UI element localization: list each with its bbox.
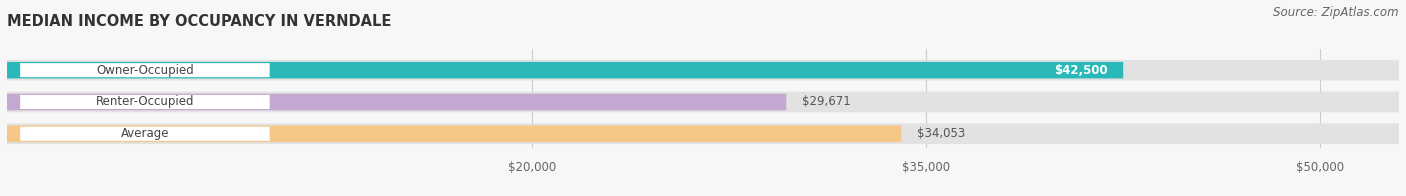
- FancyBboxPatch shape: [7, 62, 1123, 78]
- FancyBboxPatch shape: [7, 92, 1399, 112]
- Text: MEDIAN INCOME BY OCCUPANCY IN VERNDALE: MEDIAN INCOME BY OCCUPANCY IN VERNDALE: [7, 14, 391, 29]
- Text: $29,671: $29,671: [801, 95, 851, 108]
- Text: Owner-Occupied: Owner-Occupied: [96, 64, 194, 77]
- Text: $42,500: $42,500: [1054, 64, 1108, 77]
- FancyBboxPatch shape: [20, 63, 270, 77]
- FancyBboxPatch shape: [7, 125, 901, 142]
- FancyBboxPatch shape: [7, 123, 1399, 144]
- Text: Average: Average: [121, 127, 169, 140]
- FancyBboxPatch shape: [20, 95, 270, 109]
- Text: Source: ZipAtlas.com: Source: ZipAtlas.com: [1274, 6, 1399, 19]
- Text: Renter-Occupied: Renter-Occupied: [96, 95, 194, 108]
- FancyBboxPatch shape: [7, 94, 786, 110]
- FancyBboxPatch shape: [7, 60, 1399, 81]
- Text: $34,053: $34,053: [917, 127, 966, 140]
- FancyBboxPatch shape: [20, 127, 270, 141]
